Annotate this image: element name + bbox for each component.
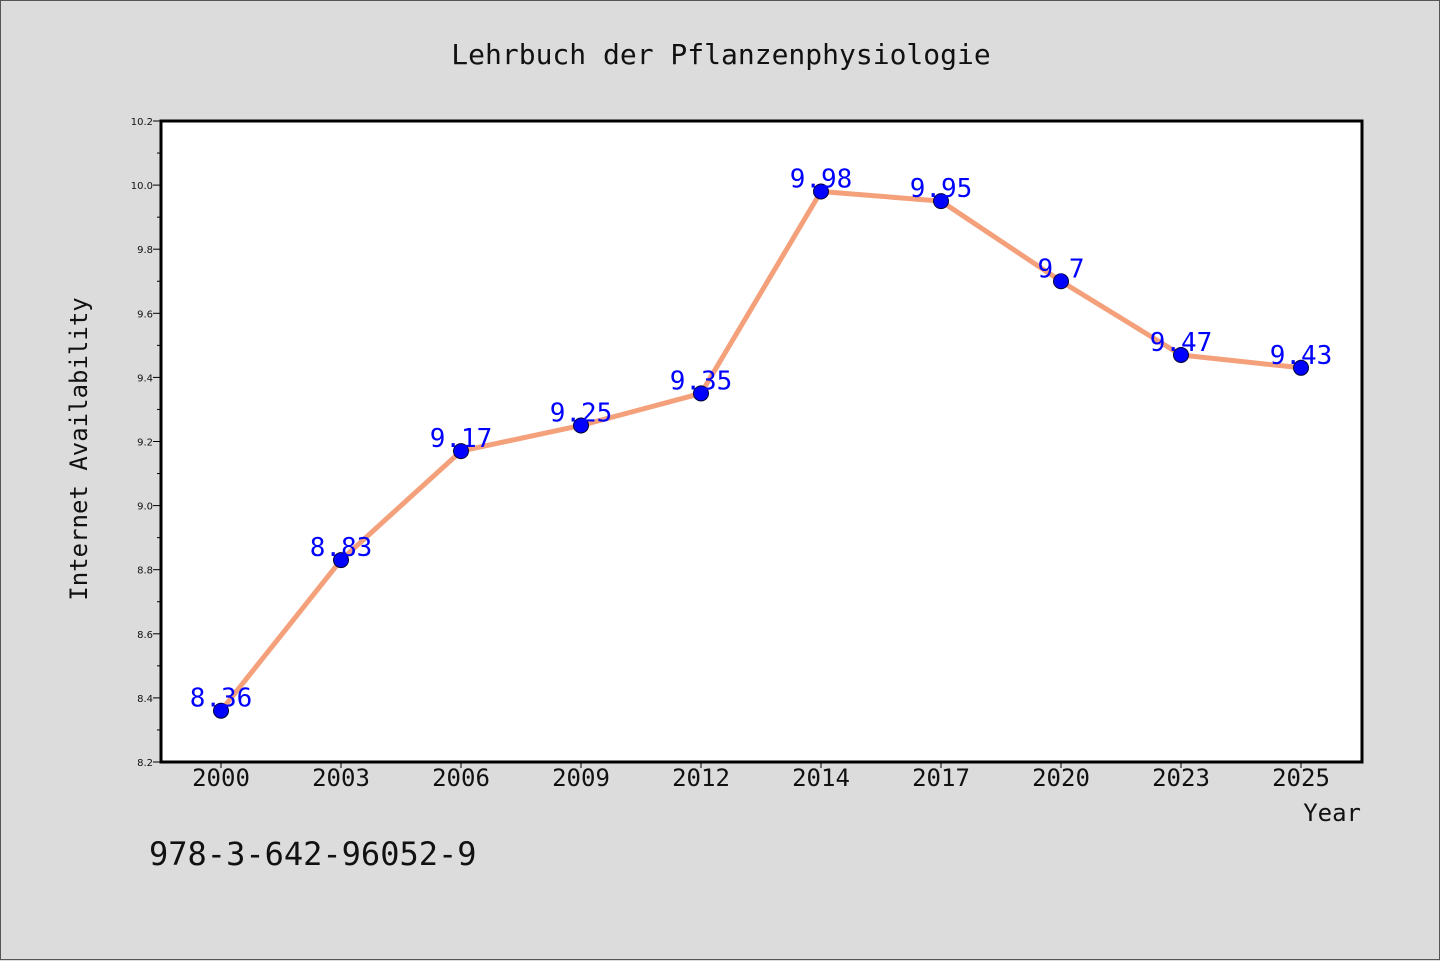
x-tick-label: 2025: [1272, 764, 1330, 792]
data-point-marker: [453, 443, 469, 460]
x-tick-label: 2003: [312, 764, 370, 792]
data-point-marker: [1173, 346, 1189, 363]
data-label: 9.7: [1038, 254, 1085, 284]
y-tick-label: 10.2: [131, 117, 153, 128]
plot-area: [159, 119, 1364, 764]
data-label: 9.25: [550, 398, 613, 428]
data-point-marker: [333, 552, 349, 569]
data-label: 9.17: [430, 424, 493, 454]
y-tick-label: 9.6: [137, 309, 153, 320]
x-tick-label: 2020: [1032, 764, 1090, 792]
data-point-marker: [573, 417, 589, 434]
y-tick-label: 8.4: [137, 694, 153, 705]
y-axis: 8.2 8.4 8.6 8.8 9.0 9.2 9.4 9.6 9.8 10.0 10.2: [131, 117, 161, 769]
x-tick-label: 2012: [672, 764, 730, 792]
y-tick-label: 10.0: [131, 181, 153, 192]
series-line: [219, 189, 1302, 713]
x-tick-label: 2009: [552, 764, 610, 792]
data-label: 8.36: [190, 684, 253, 714]
data-label: 9.35: [670, 366, 733, 396]
data-point-marker: [813, 183, 829, 200]
x-axis-label: Year: [1303, 799, 1361, 827]
chart-title: Lehrbuch der Pflanzenphysiologie: [451, 38, 990, 71]
series-line-group: [219, 189, 1302, 713]
x-tick-label: 2000: [192, 764, 250, 792]
x-tick-label: 2014: [792, 764, 850, 792]
data-point-marker: [213, 702, 229, 719]
data-point-marker: [1293, 359, 1309, 376]
data-label: 9.47: [1150, 328, 1213, 358]
y-tick-label: 9.0: [137, 502, 153, 513]
y-tick-label: 8.6: [137, 630, 153, 641]
y-tick-label: 9.8: [137, 245, 153, 256]
x-axis: 2000 2003 2006 2009 2012 2014 2017 2020 2023 2025: [192, 762, 1330, 792]
data-label: 9.98: [790, 165, 853, 195]
markers-group: [213, 183, 1309, 719]
data-label: 9.43: [1270, 341, 1333, 371]
x-tick-label: 2006: [432, 764, 490, 792]
data-label: 9.95: [910, 174, 973, 204]
data-labels-group: 8.36 8.83 9.17 9.25 9.35 9.98 9.95 9.7 9.47 9.43: [190, 165, 1333, 714]
y-tick-label: 9.4: [137, 373, 153, 384]
data-point-marker: [933, 193, 949, 210]
y-tick-label: 8.2: [137, 758, 153, 769]
y-tick-label: 9.2: [137, 438, 153, 449]
data-point-marker: [693, 385, 709, 402]
y-tick-label: 8.8: [137, 566, 153, 577]
isbn-text: 978-3-642-96052-9: [149, 835, 477, 873]
x-tick-label: 2017: [912, 764, 970, 792]
data-label: 8.83: [310, 533, 373, 563]
x-tick-label: 2023: [1152, 764, 1210, 792]
y-axis-label: Internet Availability: [65, 297, 93, 600]
data-point-marker: [1053, 273, 1069, 290]
